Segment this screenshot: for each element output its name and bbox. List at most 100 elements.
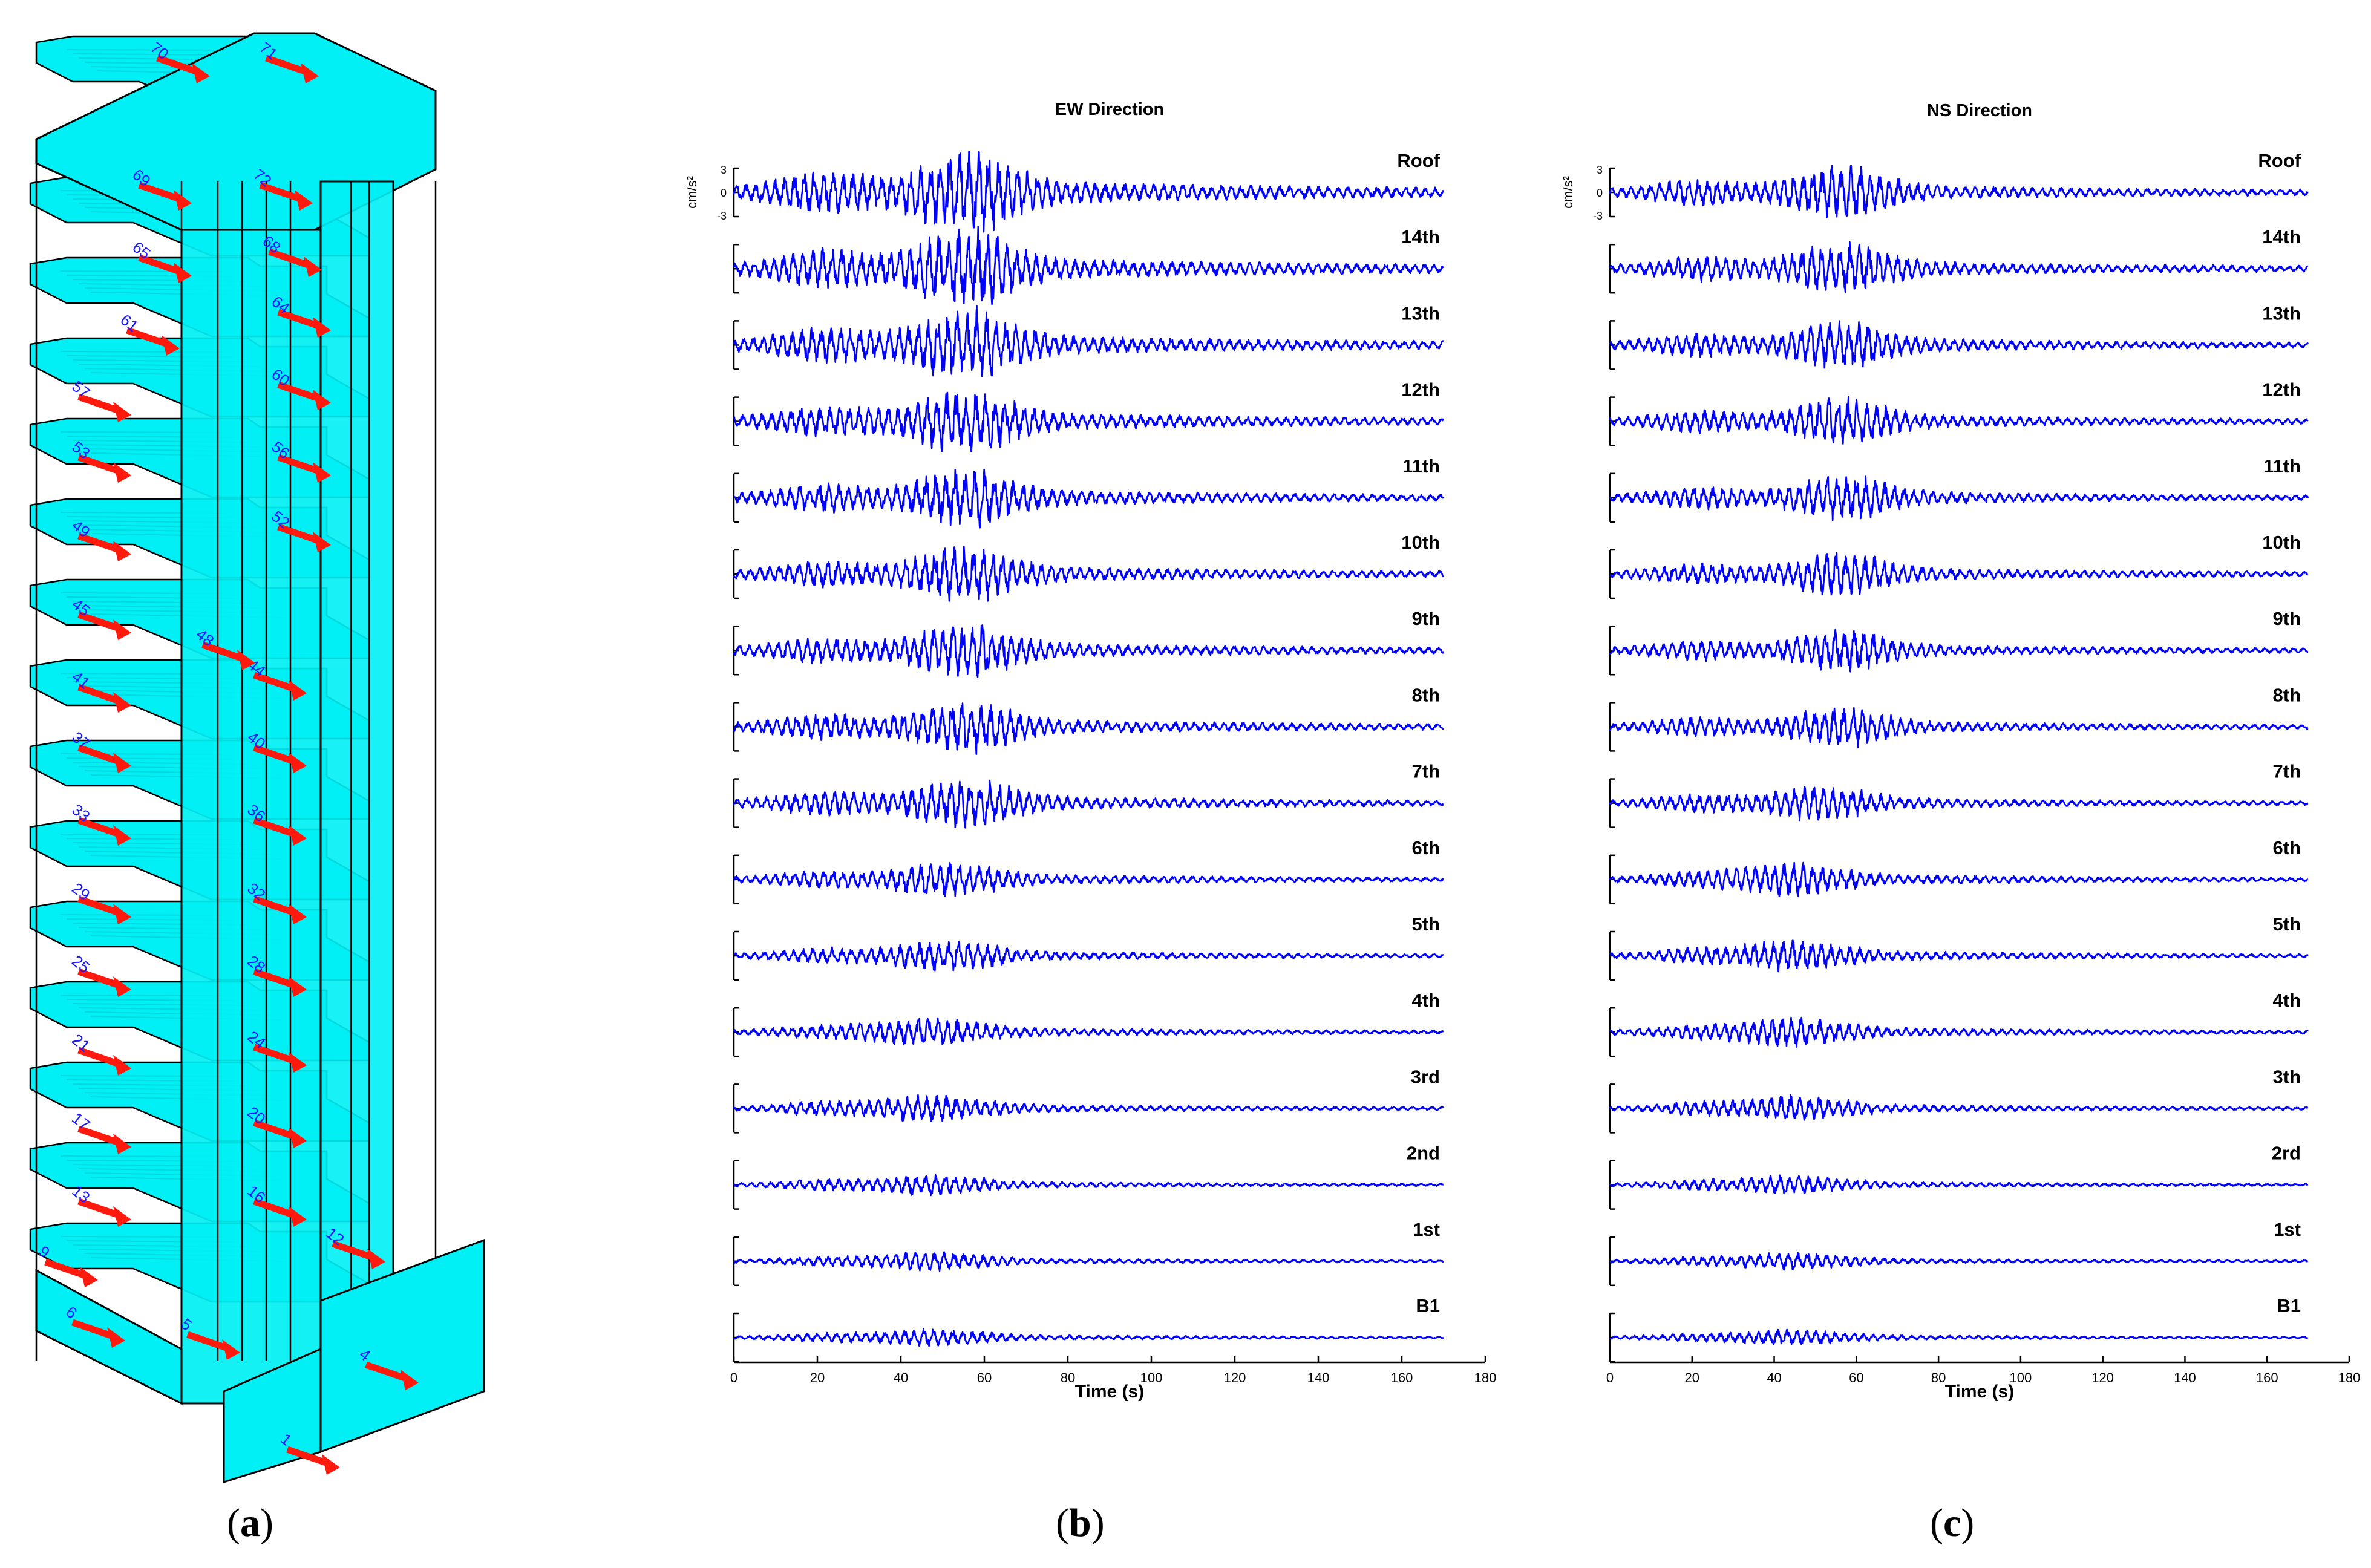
sensor-arrow-shaft <box>186 1331 231 1353</box>
trace-2nd <box>733 1160 1444 1210</box>
floor-label-5th: 5th <box>1412 913 1441 935</box>
sensor-arrow-shaft <box>253 671 298 693</box>
sensor-arrow-shaft <box>277 523 322 545</box>
sensor-arrow-head <box>113 825 131 846</box>
sensor-arrow-shaft <box>253 744 298 766</box>
floor-label-7th: 7th <box>1412 761 1441 782</box>
ew-chart-svg: EW Direction Roof 14th 13th 12th 11th 10th 9th 8… <box>684 100 1497 1402</box>
trace-B1 <box>733 1312 1444 1363</box>
trace-7th <box>733 778 1444 829</box>
waveform-2nd <box>733 1174 1444 1197</box>
trace-14th <box>1609 241 2309 294</box>
chart-title: NS Direction <box>1927 101 2032 120</box>
waveform-4th <box>1609 1016 2309 1048</box>
sensor-arrow-head <box>289 904 307 924</box>
x-tick-label: 60 <box>1849 1370 1863 1385</box>
waveform-1st <box>733 1251 1444 1272</box>
trace-13th <box>733 305 1444 377</box>
x-tick-label: 140 <box>1307 1370 1330 1385</box>
waveform-10th <box>1609 552 2309 596</box>
floor-label-Roof: Roof <box>1397 150 1440 171</box>
floor-label-Roof: Roof <box>2258 150 2301 171</box>
waveform-Roof <box>1609 165 2309 218</box>
trace-8th <box>733 702 1444 756</box>
waveform-12th <box>1609 396 2309 445</box>
sensor-arrow-shaft <box>77 1198 122 1220</box>
floor-label-12th: 12th <box>1401 379 1440 400</box>
sensor-arrow-shaft <box>77 744 122 766</box>
waveform-9th <box>733 624 1444 678</box>
sensor-arrow-shaft <box>277 381 322 403</box>
sensor-arrow-head <box>113 402 131 422</box>
trace-Roof <box>733 150 1444 233</box>
floor-label-6th: 6th <box>2273 837 2301 858</box>
ytick-label: 3 <box>721 164 727 176</box>
sensor-arrow-shaft <box>71 1319 116 1341</box>
x-tick-label: 120 <box>2091 1370 2114 1385</box>
sensor-arrow-shaft <box>253 968 298 990</box>
x-tick-label: 100 <box>2010 1370 2032 1385</box>
waveform-B1 <box>733 1328 1444 1347</box>
ytick-label: -3 <box>1593 210 1603 222</box>
sensor-arrow-head <box>174 190 192 211</box>
sensor-arrow-shaft <box>77 1125 122 1147</box>
ytick-label: 3 <box>1597 164 1603 176</box>
sensor-arrow-shaft <box>77 611 122 633</box>
waveform-3th <box>1609 1094 2309 1121</box>
waveform-5th <box>733 940 1444 972</box>
trace-11th <box>1609 472 2309 523</box>
x-tick-label: 160 <box>1391 1370 1413 1385</box>
x-tick-label: 20 <box>1685 1370 1699 1385</box>
sensor-arrow-head <box>80 1267 98 1287</box>
x-tick-label: 20 <box>810 1370 825 1385</box>
sensor-arrow-head <box>301 63 319 83</box>
floor-label-4th: 4th <box>2273 990 2301 1011</box>
sensor-arrow-shaft <box>259 181 304 203</box>
sensor-arrow-shaft <box>332 1240 376 1262</box>
trace-6th <box>733 854 1444 905</box>
waveform-11th <box>1609 475 2309 521</box>
floor-label-7th: 7th <box>2273 761 2301 782</box>
waveform-10th <box>733 546 1444 602</box>
x-tick-label: 180 <box>1474 1370 1497 1385</box>
floor-label-3rd: 3rd <box>1411 1066 1440 1087</box>
floor-label-9th: 9th <box>2273 608 2301 629</box>
floor-label-9th: 9th <box>1412 608 1441 629</box>
sensor-arrow-head <box>162 335 180 356</box>
waveform-Roof <box>733 150 1444 233</box>
sensor-arrow-shaft <box>253 1198 298 1220</box>
floor-label-8th: 8th <box>1412 684 1441 705</box>
sensor-arrow-head <box>113 904 131 924</box>
sensor-arrow-shaft <box>286 1446 331 1468</box>
floor-label-2rd: 2rd <box>2272 1143 2301 1164</box>
floor-label-11th: 11th <box>2263 456 2301 477</box>
trace-Roof <box>1609 165 2309 218</box>
sensor-arrow-head <box>107 1327 125 1348</box>
waveform-1st <box>1609 1252 2309 1271</box>
trace-4th <box>1609 1007 2309 1057</box>
sensor-arrow-shaft <box>77 895 122 917</box>
trace-6th <box>1609 854 2309 905</box>
waveform-7th <box>1609 786 2309 822</box>
trace-11th <box>733 468 1444 529</box>
x-tick-label: 80 <box>1931 1370 1946 1385</box>
sensor-65: 65 <box>129 238 192 283</box>
trace-5th <box>1609 930 2309 981</box>
sensor-arrow-head <box>113 619 131 640</box>
floor-label-4th: 4th <box>1412 990 1441 1011</box>
sensor-arrow-head <box>304 256 322 277</box>
floor-label-8th: 8th <box>2273 684 2301 705</box>
waveform-13th <box>733 305 1444 377</box>
floor-label-B1: B1 <box>2277 1295 2301 1316</box>
sensor-arrow-shaft <box>277 309 322 330</box>
x-tick-label: 100 <box>1140 1370 1163 1385</box>
sensor-arrow-shaft <box>77 532 122 554</box>
trace-4th <box>733 1007 1444 1057</box>
sensor-arrow-head <box>289 1128 307 1148</box>
sensor-arrow-shaft <box>126 327 171 348</box>
waveform-9th <box>1609 629 2309 673</box>
waveform-8th <box>1609 707 2309 748</box>
panel-label-b: (b) <box>1056 1501 1105 1545</box>
sensor-arrow-head <box>113 1206 131 1227</box>
floor-label-10th: 10th <box>1401 532 1440 553</box>
